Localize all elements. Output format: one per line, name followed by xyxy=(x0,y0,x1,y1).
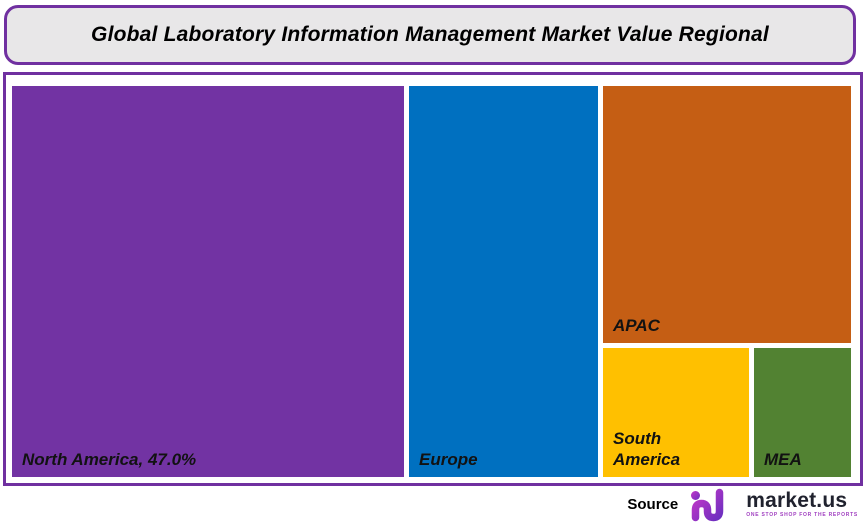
source-footer: Source market.us ONE STOP SHOP FOR THE R… xyxy=(627,483,858,525)
treemap-cell-north-america: North America, 47.0% xyxy=(12,86,404,477)
treemap-label-mea: MEA xyxy=(764,449,802,469)
source-label: Source xyxy=(627,495,679,513)
treemap-cell-mea: MEA xyxy=(754,348,851,477)
brand-name: market.us xyxy=(746,489,848,512)
treemap-cell-apac: APAC xyxy=(603,86,851,343)
treemap-label-south-america: South America xyxy=(613,428,681,469)
treemap-cell-europe: Europe xyxy=(409,86,598,477)
brand-block: market.us ONE STOP SHOP FOR THE REPORTS xyxy=(746,490,858,518)
treemap-label-apac: APAC xyxy=(613,315,660,335)
treemap-label-north-america: North America, 47.0% xyxy=(22,449,197,469)
title-bar: Global Laboratory Information Management… xyxy=(4,5,856,65)
market-us-logo-icon xyxy=(690,487,734,522)
page-title: Global Laboratory Information Management… xyxy=(91,23,769,46)
treemap-chart: North America, 47.0% Europe APAC South A… xyxy=(3,72,863,486)
treemap-label-europe: Europe xyxy=(419,449,478,469)
treemap-cell-south-america: South America xyxy=(603,348,749,477)
brand-tagline: ONE STOP SHOP FOR THE REPORTS xyxy=(746,512,858,518)
